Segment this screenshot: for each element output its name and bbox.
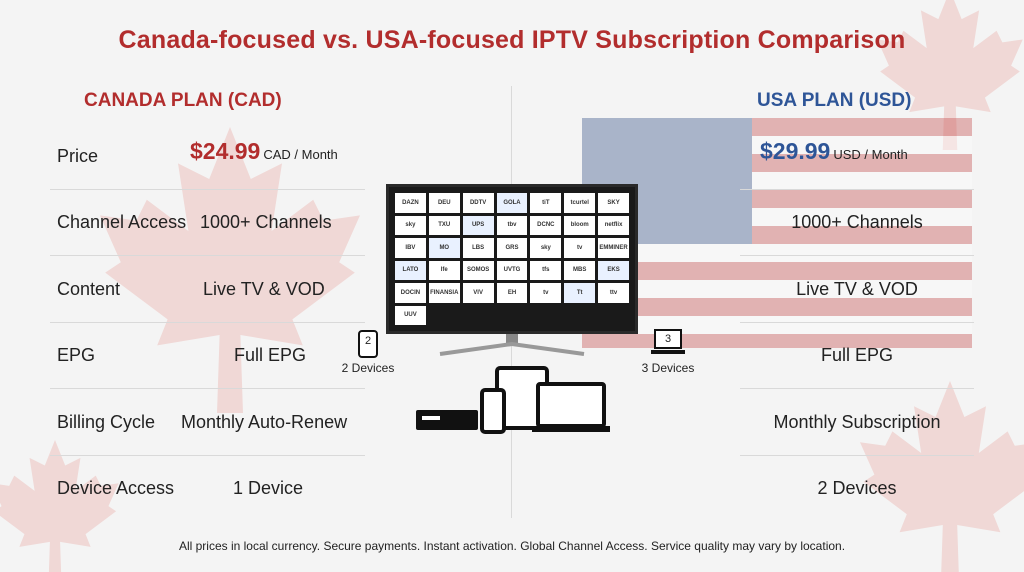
- channel-tile: tcurtel: [564, 193, 596, 213]
- row-value: 1000+ Channels: [791, 212, 923, 232]
- channel-tile: lfe: [428, 260, 460, 280]
- channel-tile: VIV: [462, 283, 494, 303]
- maple-leaf-icon: [860, 381, 1024, 572]
- usa-device-badge-number: 3: [664, 333, 672, 345]
- channel-tile: DDTV: [462, 193, 494, 213]
- devices-illustration: [416, 366, 610, 434]
- row-label: Device Access: [57, 478, 175, 498]
- channel-tile: tbv: [496, 215, 528, 235]
- row-value: 2 Devices: [817, 478, 897, 498]
- canada-device-badge-number: 2: [364, 335, 372, 347]
- canada-price-period: CAD / Month: [263, 147, 338, 162]
- row-label: Channel Access: [57, 212, 187, 232]
- channel-tile: TXU: [428, 215, 460, 235]
- channel-tile: DOCIN: [395, 283, 426, 303]
- row-value: 1 Device: [233, 478, 304, 498]
- canada-row-channels: Channel Access 1000+ Channels: [50, 190, 365, 256]
- channel-tile: tfs: [530, 260, 562, 280]
- usa-row-epg: Full EPG: [740, 323, 974, 389]
- row-value: Live TV & VOD: [796, 279, 918, 299]
- channel-tile: LBS: [462, 238, 494, 258]
- us-flag-map: [582, 118, 972, 348]
- row-label: Content: [57, 279, 121, 299]
- channel-tile: SOMOS: [462, 260, 494, 280]
- channel-tile: sky: [395, 215, 426, 235]
- row-value: Full EPG: [820, 345, 894, 365]
- canada-row-billing: Billing Cycle Monthly Auto-Renew: [50, 390, 365, 456]
- usa-row-channels: 1000+ Channels: [740, 190, 974, 256]
- canada-row-price: Price $24.99 CAD / Month: [50, 124, 365, 190]
- channel-tile: bloom: [564, 215, 596, 235]
- channel-tile: EH: [496, 283, 528, 303]
- row-value: 1000+ Channels: [200, 212, 332, 232]
- row-value: Full EPG: [234, 345, 307, 365]
- maple-leaf-icon: [0, 440, 119, 572]
- usa-row-billing: Monthly Subscription: [740, 390, 974, 456]
- usa-price-period: USD / Month: [833, 147, 908, 162]
- tv-stand: [439, 334, 585, 356]
- usa-row-content: Live TV & VOD: [740, 257, 974, 323]
- channel-tile: sky: [530, 238, 562, 258]
- tablet-icon: [358, 330, 378, 358]
- channel-tile: DCNC: [530, 215, 562, 235]
- channel-tile: UVTG: [496, 260, 528, 280]
- channel-tile: DEU: [428, 193, 460, 213]
- maple-leaf-icon: [100, 127, 360, 413]
- usa-row-price: $29.99 USD / Month: [740, 124, 974, 190]
- usa-plan-heading: USA PLAN (USD): [757, 90, 912, 111]
- canada-row-epg: EPG Full EPG: [50, 323, 365, 389]
- page-title: Canada-focused vs. USA-focused IPTV Subs…: [118, 26, 906, 54]
- channel-tile: Tt: [564, 283, 596, 303]
- channel-tile: DAZN: [395, 193, 426, 213]
- channel-tile: MBS: [564, 260, 596, 280]
- channel-tile: netflix: [598, 215, 629, 235]
- canada-plan-heading: CANADA PLAN (CAD): [84, 90, 282, 111]
- row-value: Monthly Subscription: [773, 412, 941, 432]
- channel-tile: UUV: [395, 305, 426, 325]
- laptop-icon: [651, 329, 685, 354]
- channel-tile: EKS: [598, 260, 629, 280]
- canada-row-devices: Device Access 1 Device: [50, 456, 365, 522]
- row-label: Price: [57, 146, 99, 166]
- row-label: EPG: [57, 345, 96, 365]
- row-label: Billing Cycle: [57, 412, 156, 432]
- channel-tile: ttv: [598, 283, 629, 303]
- row-value: Live TV & VOD: [203, 279, 325, 299]
- channel-tile: GOLA: [496, 193, 528, 213]
- channel-tile: tv: [564, 238, 596, 258]
- channel-tile: GRS: [496, 238, 528, 258]
- canada-price-amount: $24.99: [190, 138, 261, 164]
- usa-row-devices: 2 Devices: [740, 456, 974, 522]
- channel-tile: EMMINER: [598, 238, 629, 258]
- channel-tile: MO: [428, 238, 460, 258]
- channel-tile: SKY: [598, 193, 629, 213]
- channel-tile: tiT: [530, 193, 562, 213]
- channel-tile: FINANSIA: [428, 283, 460, 303]
- channel-tile: UPS: [462, 215, 494, 235]
- canada-price: $24.99 CAD / Month: [190, 138, 338, 165]
- usa-price: $29.99 USD / Month: [760, 138, 908, 165]
- usa-price-amount: $29.99: [760, 138, 831, 164]
- tv-screen: DAZN DEU DDTV GOLA tiT tcurtel SKY sky TXU UPS tbv…: [386, 184, 638, 334]
- channel-grid: DAZN DEU DDTV GOLA tiT tcurtel SKY sky TXU UPS tbv…: [395, 193, 629, 325]
- footer-disclaimer: All prices in local currency. Secure pay…: [178, 539, 846, 553]
- canada-row-content: Content Live TV & VOD: [50, 257, 365, 323]
- channel-tile: IBV: [395, 238, 426, 258]
- channel-tile: tv: [530, 283, 562, 303]
- channel-tile: LATO: [395, 260, 426, 280]
- maple-leaf-icon: [877, 0, 1023, 150]
- canada-device-badge-label: 2 Devices: [341, 361, 395, 375]
- row-value: Monthly Auto-Renew: [181, 412, 348, 432]
- usa-device-badge-label: 3 Devices: [641, 361, 695, 375]
